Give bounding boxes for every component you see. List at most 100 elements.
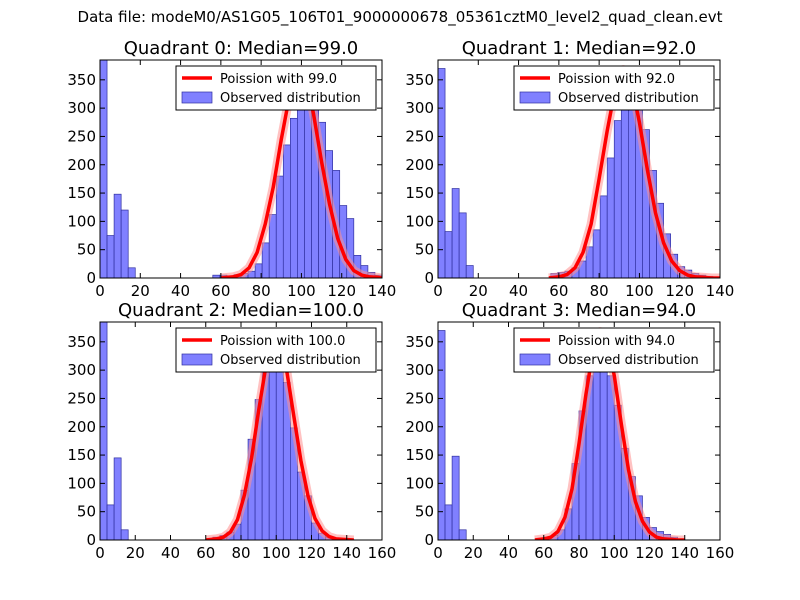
x-tick-label: 20 bbox=[469, 282, 488, 300]
legend-label: Poission with 94.0 bbox=[558, 334, 675, 349]
y-tick-label: 50 bbox=[77, 241, 96, 259]
x-tick-label: 40 bbox=[509, 282, 528, 300]
figure-title: Data file: modeM0/AS1G05_106T01_90000006… bbox=[77, 8, 723, 26]
histogram-bar bbox=[458, 529, 467, 540]
y-tick-label: 0 bbox=[424, 531, 434, 549]
y-tick-label: 50 bbox=[415, 503, 434, 521]
y-tick-label: 100 bbox=[405, 474, 434, 492]
y-tick-label: 250 bbox=[405, 127, 434, 145]
histogram-bar bbox=[438, 330, 446, 540]
histogram-bar bbox=[444, 504, 453, 540]
legend-label: Observed distribution bbox=[558, 91, 699, 106]
x-tick-label: 0 bbox=[433, 544, 443, 562]
chart-title: Quadrant 2: Median=100.0 bbox=[118, 300, 364, 321]
legend-label: Observed distribution bbox=[558, 353, 699, 368]
legend-bar-swatch bbox=[181, 353, 213, 366]
x-tick-label: 80 bbox=[252, 282, 271, 300]
y-tick-label: 200 bbox=[405, 156, 434, 174]
x-tick-label: 100 bbox=[625, 282, 654, 300]
chart-title: Quadrant 1: Median=92.0 bbox=[462, 38, 697, 59]
y-tick-label: 100 bbox=[405, 212, 434, 230]
x-tick-label: 140 bbox=[706, 282, 735, 300]
histogram-bar bbox=[451, 455, 460, 540]
y-tick-label: 150 bbox=[67, 184, 96, 202]
x-tick-label: 140 bbox=[670, 544, 699, 562]
x-tick-label: 20 bbox=[126, 544, 145, 562]
legend-label: Observed distribution bbox=[220, 91, 361, 106]
axes-frame bbox=[99, 59, 383, 279]
y-tick-label: 300 bbox=[405, 361, 434, 379]
y-tick-label: 300 bbox=[67, 99, 96, 117]
x-tick-label: 20 bbox=[464, 544, 483, 562]
legend-label: Poission with 92.0 bbox=[558, 72, 675, 87]
x-tick-label: 0 bbox=[433, 282, 443, 300]
x-tick-label: 140 bbox=[332, 544, 361, 562]
legend-label: Poission with 100.0 bbox=[220, 334, 345, 349]
x-tick-label: 140 bbox=[368, 282, 397, 300]
y-tick-label: 250 bbox=[67, 389, 96, 407]
histogram-bar bbox=[438, 68, 446, 278]
x-tick-label: 0 bbox=[95, 544, 105, 562]
x-tick-label: 80 bbox=[590, 282, 609, 300]
y-tick-label: 350 bbox=[67, 333, 96, 351]
x-tick-label: 160 bbox=[706, 544, 735, 562]
y-tick-label: 300 bbox=[405, 99, 434, 117]
legend-bar-swatch bbox=[519, 91, 551, 104]
histogram-bar bbox=[346, 218, 355, 278]
y-tick-label: 200 bbox=[67, 156, 96, 174]
x-tick-label: 120 bbox=[665, 282, 694, 300]
histogram-bar bbox=[458, 212, 467, 278]
x-tick-label: 100 bbox=[287, 282, 316, 300]
y-tick-label: 100 bbox=[67, 212, 96, 230]
chart-title: Quadrant 0: Median=99.0 bbox=[124, 38, 359, 59]
y-tick-label: 200 bbox=[405, 418, 434, 436]
y-tick-label: 300 bbox=[67, 361, 96, 379]
x-tick-label: 80 bbox=[231, 544, 250, 562]
y-tick-label: 150 bbox=[405, 184, 434, 202]
x-tick-label: 100 bbox=[262, 544, 291, 562]
y-tick-label: 100 bbox=[67, 474, 96, 492]
y-tick-label: 0 bbox=[86, 531, 96, 549]
x-tick-label: 20 bbox=[131, 282, 150, 300]
histogram-bar bbox=[100, 60, 108, 278]
y-tick-label: 0 bbox=[86, 269, 96, 287]
y-tick-label: 50 bbox=[77, 503, 96, 521]
legend-bar-swatch bbox=[181, 91, 213, 104]
histogram-bar bbox=[100, 322, 108, 540]
x-tick-label: 40 bbox=[161, 544, 180, 562]
x-tick-label: 40 bbox=[499, 544, 518, 562]
legend-label: Poission with 99.0 bbox=[220, 72, 337, 87]
x-tick-label: 120 bbox=[297, 544, 326, 562]
plot-area bbox=[100, 322, 355, 540]
axes-frame bbox=[437, 59, 721, 279]
x-tick-label: 40 bbox=[171, 282, 190, 300]
y-tick-label: 250 bbox=[67, 127, 96, 145]
histogram-bar bbox=[120, 529, 129, 540]
plot-area bbox=[438, 327, 686, 540]
y-tick-label: 200 bbox=[67, 418, 96, 436]
x-tick-label: 60 bbox=[549, 282, 568, 300]
x-tick-label: 60 bbox=[534, 544, 553, 562]
y-tick-label: 50 bbox=[415, 241, 434, 259]
x-tick-label: 60 bbox=[211, 282, 230, 300]
x-tick-label: 120 bbox=[635, 544, 664, 562]
y-tick-label: 250 bbox=[405, 389, 434, 407]
histogram-bar bbox=[606, 375, 615, 540]
plot-area bbox=[100, 60, 382, 278]
x-tick-label: 0 bbox=[95, 282, 105, 300]
x-tick-label: 160 bbox=[368, 544, 397, 562]
y-tick-label: 350 bbox=[405, 71, 434, 89]
x-tick-label: 80 bbox=[569, 544, 588, 562]
x-tick-label: 100 bbox=[600, 544, 629, 562]
histogram-bar bbox=[127, 267, 136, 278]
chart-title: Quadrant 3: Median=94.0 bbox=[462, 300, 697, 321]
y-tick-label: 350 bbox=[405, 333, 434, 351]
x-tick-label: 60 bbox=[196, 544, 215, 562]
y-tick-label: 350 bbox=[67, 71, 96, 89]
histogram-bar bbox=[592, 366, 601, 540]
